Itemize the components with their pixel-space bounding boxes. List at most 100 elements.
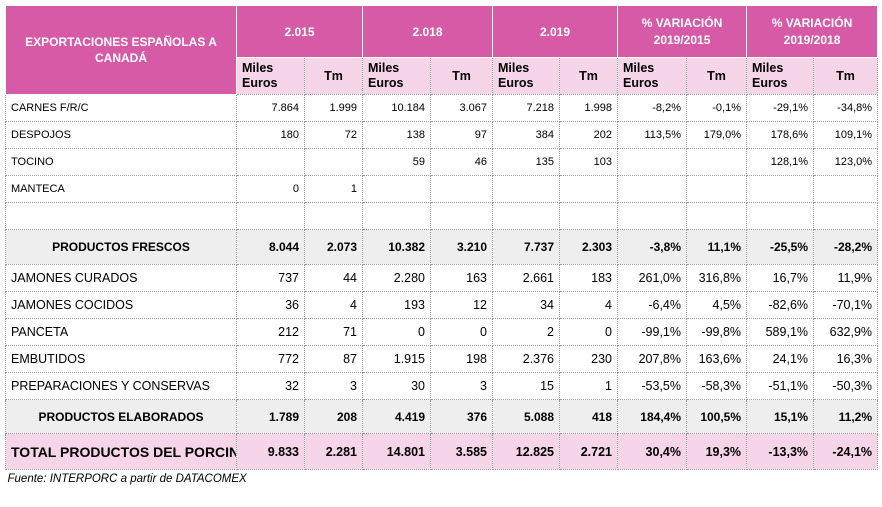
cell-value: -28,2% <box>813 229 879 265</box>
cell-value: -6,4% <box>617 291 687 319</box>
cell-value: 16,3% <box>813 345 879 373</box>
cell-value: 19,3% <box>685 433 748 470</box>
cell-value <box>236 202 305 230</box>
cell-value <box>492 202 560 230</box>
subheader-miles-euros: Miles Euros <box>236 57 305 95</box>
cell-value: -70,1% <box>813 291 879 319</box>
cell-value: 230 <box>559 345 618 373</box>
period-2018-header: 2.018 <box>362 5 493 58</box>
cell-value: 123,0% <box>813 148 879 176</box>
cell-value: 261,0% <box>617 264 687 292</box>
cell-value: -3,8% <box>617 229 687 265</box>
cell-value: 2.721 <box>559 433 618 470</box>
row-label: PRODUCTOS FRESCOS <box>5 229 237 265</box>
cell-value: -13,3% <box>746 433 815 470</box>
cell-value: 72 <box>304 121 363 149</box>
grand-total-row: TOTAL PRODUCTOS DEL PORCINO 9.833 2.281 14.… <box>5 433 879 470</box>
table-row: JAMONES CURADOS 737 44 2.280 163 2.661 183 261,… <box>5 264 879 292</box>
subheader-row: Miles Euros Tm Miles Euros Tm Miles Euro… <box>6 57 879 95</box>
header-row: EXPORTACIONES ESPAÑOLAS A CANADÁ 2.015 2… <box>5 5 879 95</box>
cell-value: 179,0% <box>685 121 748 149</box>
cell-value <box>492 175 560 203</box>
cell-value: 16,7% <box>746 264 815 292</box>
cell-value: 2.376 <box>492 345 560 373</box>
subheader-tm: Tm <box>685 57 748 95</box>
cell-value: 2.073 <box>304 229 363 265</box>
cell-value: 15,1% <box>746 399 815 434</box>
cell-value: 71 <box>304 318 363 346</box>
cell-value: -99,1% <box>617 318 687 346</box>
cell-value: 2.281 <box>304 433 363 470</box>
exports-table: EXPORTACIONES ESPAÑOLAS A CANADÁ 2.015 2… <box>5 5 879 488</box>
cell-value <box>685 202 748 230</box>
row-label: MANTECA <box>5 175 237 203</box>
cell-value <box>813 175 879 203</box>
row-label: PANCETA <box>5 318 237 346</box>
cell-value: 138 <box>362 121 431 149</box>
cell-value: 193 <box>362 291 431 319</box>
cell-value: 376 <box>430 399 493 434</box>
period-2015-header: 2.015 <box>236 5 363 58</box>
cell-value: 198 <box>430 345 493 373</box>
cell-value: 11,9% <box>813 264 879 292</box>
table-row <box>5 202 879 230</box>
cell-value: 0 <box>362 318 431 346</box>
cell-value: 36 <box>236 291 305 319</box>
cell-value: 24,1% <box>746 345 815 373</box>
cell-value: 0 <box>559 318 618 346</box>
period-2019-header: 2.019 <box>492 5 618 58</box>
cell-value: 32 <box>236 372 305 400</box>
cell-value <box>304 148 363 176</box>
cell-value: -58,3% <box>685 372 748 400</box>
cell-value: 2.280 <box>362 264 431 292</box>
table-row: EMBUTIDOS 772 87 1.915 198 2.376 230 207,8% 163,… <box>5 345 879 373</box>
cell-value: -24,1% <box>813 433 879 470</box>
cell-value: 2 <box>492 318 560 346</box>
cell-value: 2.661 <box>492 264 560 292</box>
cell-value: -99,8% <box>685 318 748 346</box>
cell-value: 7.737 <box>492 229 560 265</box>
cell-value: 7.218 <box>492 94 560 122</box>
subheader-tm: Tm <box>559 57 618 95</box>
cell-value <box>685 148 748 176</box>
cell-value: 4 <box>304 291 363 319</box>
table-row: CARNES F/R/C 7.864 1.999 10.184 3.067 7.218 1.… <box>5 94 879 122</box>
cell-value: 3 <box>304 372 363 400</box>
subheader-miles-euros: Miles Euros <box>492 57 560 95</box>
table-row: TOCINO 59 46 135 103 128,1% 123,0% <box>5 148 879 176</box>
cell-value: 97 <box>430 121 493 149</box>
cell-value: 207,8% <box>617 345 687 373</box>
row-label: PREPARACIONES Y CONSERVAS <box>5 372 237 400</box>
cell-value: 46 <box>430 148 493 176</box>
cell-value: 202 <box>559 121 618 149</box>
cell-value: 59 <box>362 148 431 176</box>
subheader-tm: Tm <box>430 57 493 95</box>
subheader-miles-euros: Miles Euros <box>746 57 815 95</box>
variation-2019-2015-header: % VARIACIÓN 2019/2015 <box>616 5 748 58</box>
cell-value: 0 <box>236 175 305 203</box>
cell-value <box>362 175 431 203</box>
cell-value <box>559 175 618 203</box>
cell-value: -82,6% <box>746 291 815 319</box>
cell-value: 1 <box>559 372 618 400</box>
table-title: EXPORTACIONES ESPAÑOLAS A CANADÁ <box>5 5 237 95</box>
cell-value: -8,2% <box>617 94 687 122</box>
processed-total-body: PRODUCTOS ELABORADOS 1.789 208 4.419 376 5.08… <box>5 399 879 434</box>
cell-value: 737 <box>236 264 305 292</box>
cell-value: 178,6% <box>746 121 815 149</box>
cell-value: 212 <box>236 318 305 346</box>
processed-products-body: JAMONES CURADOS 737 44 2.280 163 2.661 183 261,… <box>5 264 879 400</box>
cell-value: 316,8% <box>685 264 748 292</box>
cell-value: 12 <box>430 291 493 319</box>
cell-value: 11,2% <box>813 399 879 434</box>
table-row: MANTECA 0 1 <box>5 175 879 203</box>
cell-value: -50,3% <box>813 372 879 400</box>
fresh-products-body: CARNES F/R/C 7.864 1.999 10.184 3.067 7.218 1.… <box>5 94 879 230</box>
cell-value: 1.915 <box>362 345 431 373</box>
cell-value: 1.999 <box>304 94 363 122</box>
cell-value: 3 <box>430 372 493 400</box>
cell-value <box>685 175 748 203</box>
cell-value: 384 <box>492 121 560 149</box>
subheader-tm: Tm <box>304 57 363 95</box>
cell-value: 632,9% <box>813 318 879 346</box>
